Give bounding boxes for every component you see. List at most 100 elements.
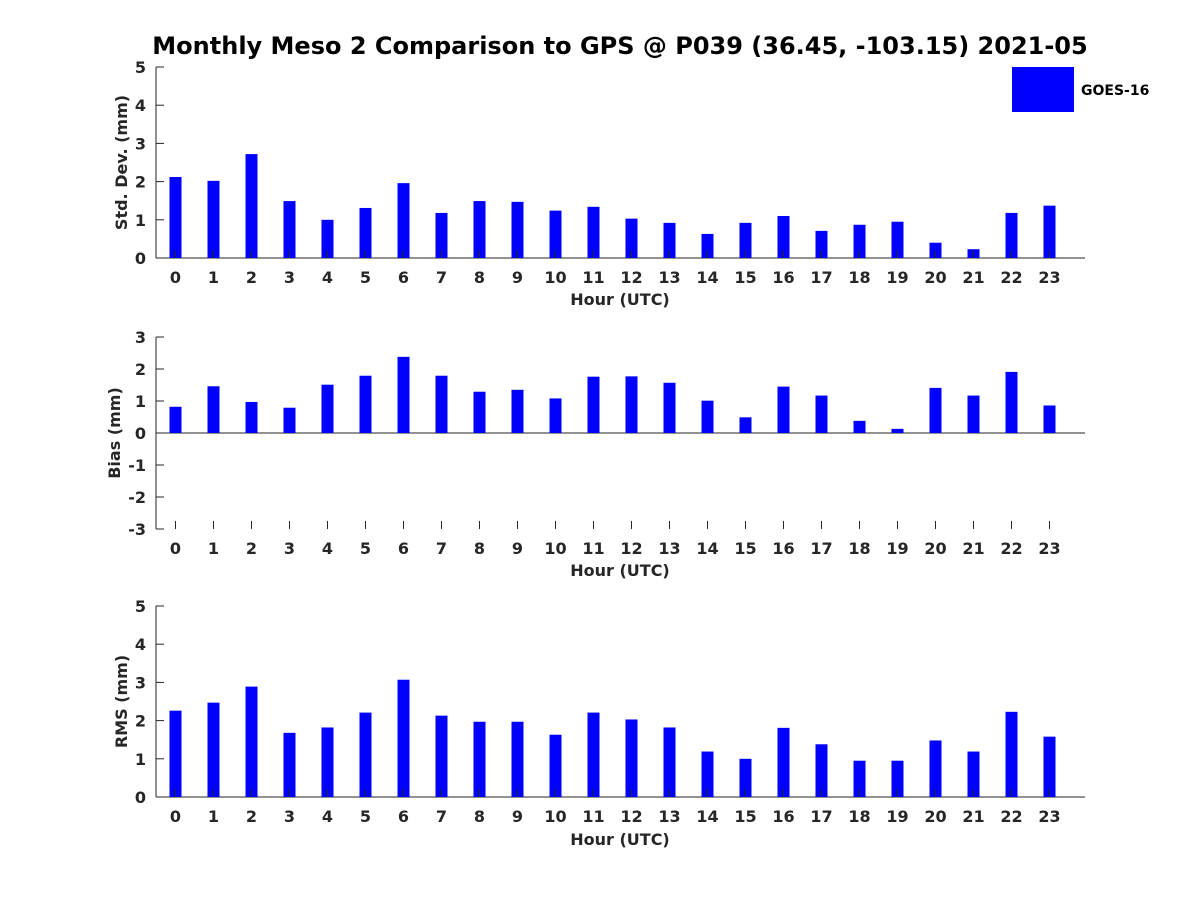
- x-tick-label: 15: [734, 539, 756, 558]
- bar-hour-17: [815, 395, 828, 433]
- bar-hour-4: [321, 384, 334, 433]
- bar-hour-10: [549, 398, 562, 433]
- x-tick-label: 23: [1038, 539, 1060, 558]
- bar-hour-10: [549, 210, 562, 258]
- bar-hour-18: [853, 224, 866, 258]
- x-tick-label: 0: [170, 268, 181, 287]
- x-tick-label: 16: [772, 807, 794, 826]
- bar-hour-23: [1043, 736, 1056, 797]
- x-tick-label: 6: [398, 807, 409, 826]
- x-tick-label: 2: [246, 539, 257, 558]
- x-tick-label: 8: [474, 268, 485, 287]
- bar-hour-3: [283, 407, 296, 433]
- bar-hour-12: [625, 719, 638, 797]
- y-tick-label: -2: [128, 488, 146, 507]
- y-tick-label: 2: [135, 360, 146, 379]
- x-tick-label: 12: [620, 807, 642, 826]
- x-axis-label: Hour (UTC): [570, 290, 670, 309]
- bar-hour-3: [283, 732, 296, 797]
- bar-hour-0: [169, 406, 182, 433]
- x-tick-label: 22: [1000, 268, 1022, 287]
- x-tick-label: 10: [544, 268, 566, 287]
- bar-hour-20: [929, 740, 942, 797]
- bar-hour-23: [1043, 205, 1056, 258]
- x-tick-label: 20: [924, 539, 946, 558]
- bar-hour-6: [397, 356, 410, 433]
- bar-hour-19: [891, 221, 904, 258]
- x-tick-label: 14: [696, 807, 718, 826]
- y-tick-label: 0: [135, 424, 146, 443]
- bar-hour-18: [853, 420, 866, 433]
- bar-hour-17: [815, 230, 828, 258]
- x-tick-label: 15: [734, 268, 756, 287]
- y-tick-label: 3: [135, 328, 146, 347]
- y-axis-label: Bias (mm): [105, 387, 124, 479]
- chart-title: Monthly Meso 2 Comparison to GPS @ P039 …: [152, 32, 1087, 60]
- bar-hour-15: [739, 417, 752, 433]
- legend-swatch: [1012, 67, 1074, 112]
- x-tick-label: 16: [772, 539, 794, 558]
- x-tick-label: 10: [544, 807, 566, 826]
- bar-hour-8: [473, 721, 486, 797]
- y-tick-label: 1: [135, 750, 146, 769]
- bar-hour-4: [321, 219, 334, 258]
- x-tick-label: 4: [322, 807, 333, 826]
- x-tick-label: 13: [658, 539, 680, 558]
- x-tick-label: 14: [696, 268, 718, 287]
- bar-hour-23: [1043, 405, 1056, 433]
- y-tick-label: -3: [128, 520, 146, 539]
- bar-hour-15: [739, 758, 752, 797]
- y-tick-label: 0: [135, 788, 146, 807]
- x-tick-label: 16: [772, 268, 794, 287]
- bar-hour-7: [435, 375, 448, 433]
- x-tick-label: 6: [398, 268, 409, 287]
- x-tick-label: 2: [246, 268, 257, 287]
- x-tick-label: 4: [322, 268, 333, 287]
- x-tick-label: 7: [436, 268, 447, 287]
- x-tick-label: 5: [360, 539, 371, 558]
- bar-hour-5: [359, 375, 372, 433]
- y-tick-label: -1: [128, 456, 146, 475]
- bar-hour-20: [929, 387, 942, 433]
- x-tick-label: 17: [810, 807, 832, 826]
- x-tick-label: 11: [582, 268, 604, 287]
- bar-hour-22: [1005, 711, 1018, 797]
- x-tick-label: 18: [848, 807, 870, 826]
- x-tick-label: 6: [398, 539, 409, 558]
- x-tick-label: 14: [696, 539, 718, 558]
- x-tick-label: 19: [886, 807, 908, 826]
- y-tick-label: 2: [135, 173, 146, 192]
- x-tick-label: 11: [582, 539, 604, 558]
- x-tick-label: 20: [924, 807, 946, 826]
- bar-hour-10: [549, 734, 562, 797]
- legend: GOES-16: [1012, 67, 1149, 112]
- bar-hour-21: [967, 395, 980, 433]
- y-tick-label: 1: [135, 392, 146, 411]
- x-tick-label: 21: [962, 539, 984, 558]
- bar-hour-5: [359, 712, 372, 797]
- bar-hour-13: [663, 727, 676, 797]
- x-tick-label: 18: [848, 539, 870, 558]
- bar-hour-9: [511, 201, 524, 258]
- bar-hour-22: [1005, 371, 1018, 433]
- bar-hour-12: [625, 218, 638, 258]
- x-tick-label: 9: [512, 268, 523, 287]
- x-tick-label: 9: [512, 539, 523, 558]
- x-axis-label: Hour (UTC): [570, 830, 670, 849]
- x-axis-label: Hour (UTC): [570, 561, 670, 580]
- bar-hour-19: [891, 760, 904, 797]
- bar-hour-4: [321, 727, 334, 797]
- y-tick-label: 3: [135, 673, 146, 692]
- x-tick-label: 5: [360, 268, 371, 287]
- x-tick-label: 10: [544, 539, 566, 558]
- bar-hour-2: [245, 686, 258, 797]
- x-tick-label: 9: [512, 807, 523, 826]
- bar-hour-1: [207, 180, 220, 258]
- x-tick-label: 22: [1000, 539, 1022, 558]
- y-tick-label: 1: [135, 211, 146, 230]
- x-tick-label: 18: [848, 268, 870, 287]
- bar-hour-19: [891, 428, 904, 433]
- bar-hour-14: [701, 400, 714, 433]
